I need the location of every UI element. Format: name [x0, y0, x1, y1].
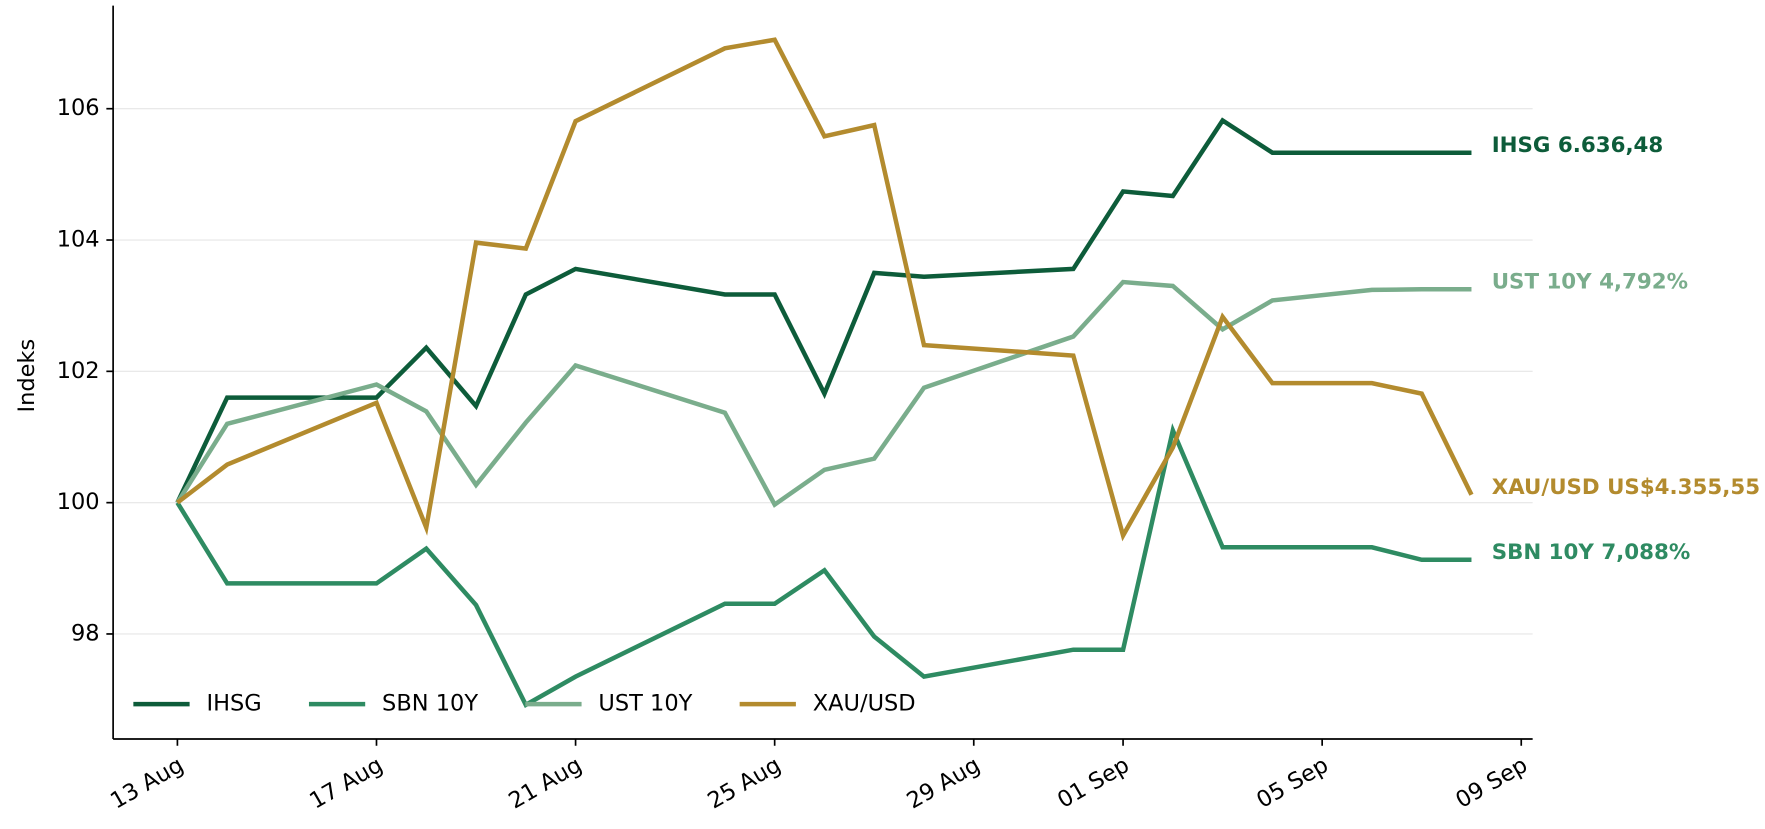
end-label: IHSG 6.636,48 [1492, 133, 1664, 158]
x-tick-label: 05 Sep [1252, 752, 1333, 814]
end-label: SBN 10Y 7,088% [1492, 540, 1691, 565]
legend-label: XAU/USD [813, 691, 916, 717]
legend-label: SBN 10Y [382, 691, 478, 717]
x-tick-label: 17 Aug [305, 752, 387, 814]
y-tick-label: 104 [57, 227, 100, 253]
x-tick-label: 29 Aug [903, 752, 985, 814]
series-line [175, 423, 1472, 708]
y-tick-label: 98 [71, 620, 100, 646]
x-tick-label: 09 Sep [1451, 752, 1532, 814]
x-tick-label: 21 Aug [504, 752, 586, 814]
y-tick-label: 102 [57, 358, 100, 384]
end-label: XAU/USD US$4.355,55 [1492, 475, 1760, 500]
legend-label: UST 10Y [598, 691, 692, 717]
legend-label: IHSG [206, 691, 261, 717]
y-axis-label: Indeks [14, 339, 40, 413]
x-tick-label: 01 Sep [1053, 752, 1134, 814]
series-line [175, 117, 1472, 504]
end-label: UST 10Y 4,792% [1492, 270, 1688, 295]
series-line [175, 279, 1472, 508]
series-line [176, 37, 1474, 542]
x-tick-label: 25 Aug [703, 752, 785, 814]
x-tick-label: 13 Aug [106, 752, 188, 814]
y-tick-label: 100 [57, 489, 100, 515]
y-tick-label: 106 [57, 95, 100, 121]
